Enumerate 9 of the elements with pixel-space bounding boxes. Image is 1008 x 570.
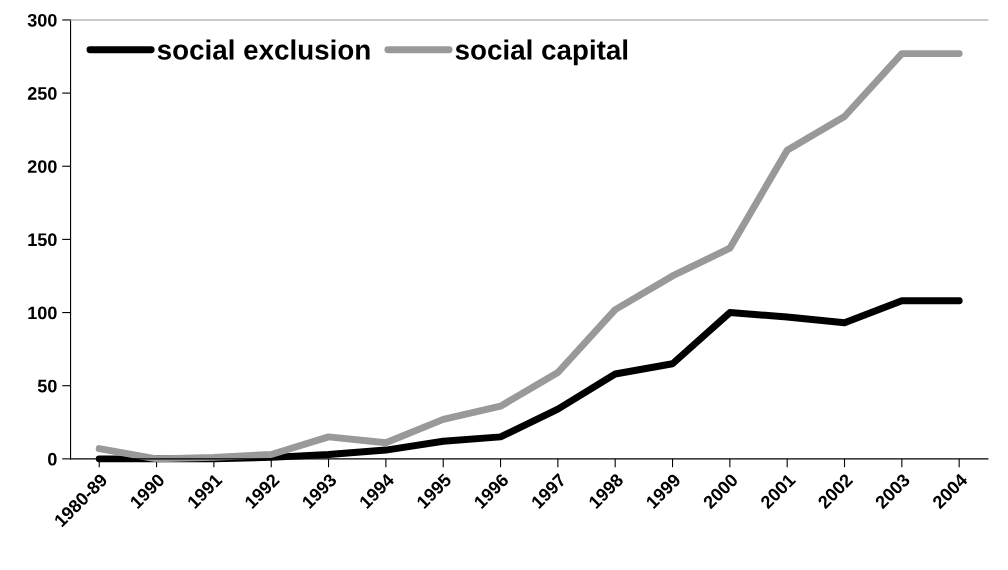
legend-label: social exclusion bbox=[157, 39, 370, 60]
y-tick-label: 100 bbox=[28, 306, 57, 320]
y-tick-label: 0 bbox=[48, 452, 57, 466]
legend-label: social capital bbox=[455, 39, 628, 66]
y-tick-label: 150 bbox=[28, 233, 57, 247]
y-tick-label: 200 bbox=[27, 160, 57, 173]
y-tick-label: 250 bbox=[27, 87, 57, 100]
y-tick-label: 300 bbox=[27, 13, 57, 27]
y-tick-label: 50 bbox=[37, 379, 57, 393]
